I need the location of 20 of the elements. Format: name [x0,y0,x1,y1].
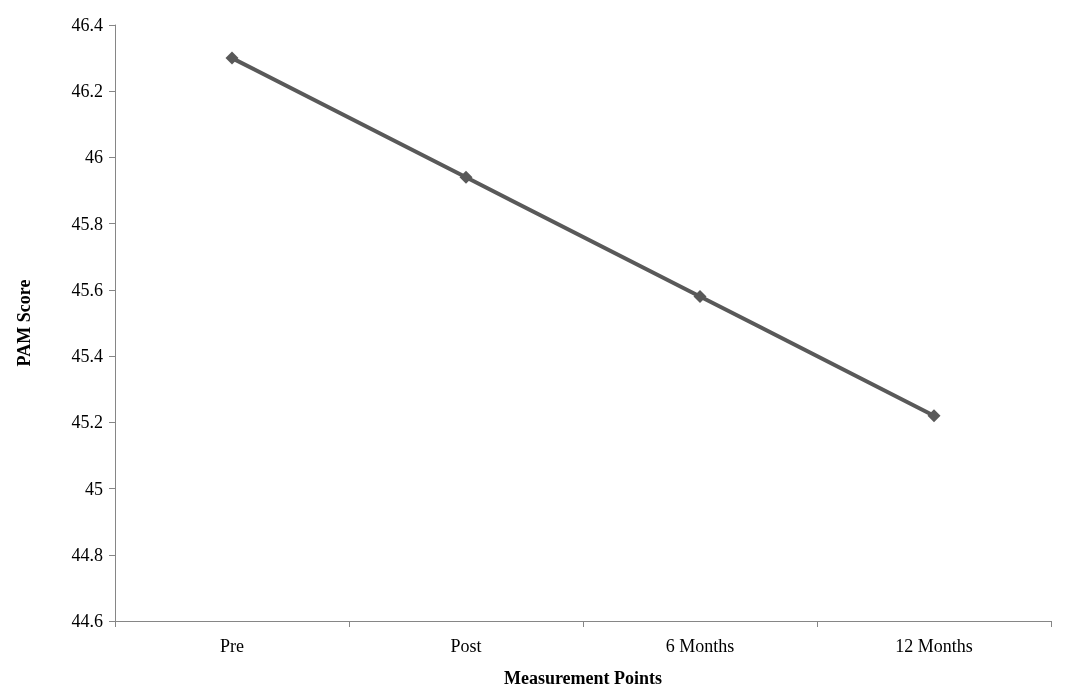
y-tick-label: 45.6 [71,279,103,300]
point [927,409,941,423]
y-tick-label: 44.6 [71,611,103,631]
y-tick-label: 45 [85,478,103,499]
x-tick-label: Post [450,636,482,656]
y-tick-label: 46.4 [71,15,103,35]
x-axis-title: Measurement Points [503,668,663,688]
point [459,170,473,184]
x-tick-label: 12 Months [895,636,973,656]
point [693,290,707,304]
y-tick-label: 45.8 [71,213,103,234]
y-tick-label: 46 [85,147,103,168]
y-tick-label: 44.8 [71,544,103,565]
x-tick-label: 6 Months [665,636,735,656]
y-tick-label: 45.2 [71,412,103,433]
y-tick-label: 45.4 [71,346,103,367]
y-tick-label: 46.2 [71,81,103,102]
y-axis-title: PAM Score [14,279,34,367]
point [225,51,239,65]
x-tick-label: Pre [220,636,244,656]
